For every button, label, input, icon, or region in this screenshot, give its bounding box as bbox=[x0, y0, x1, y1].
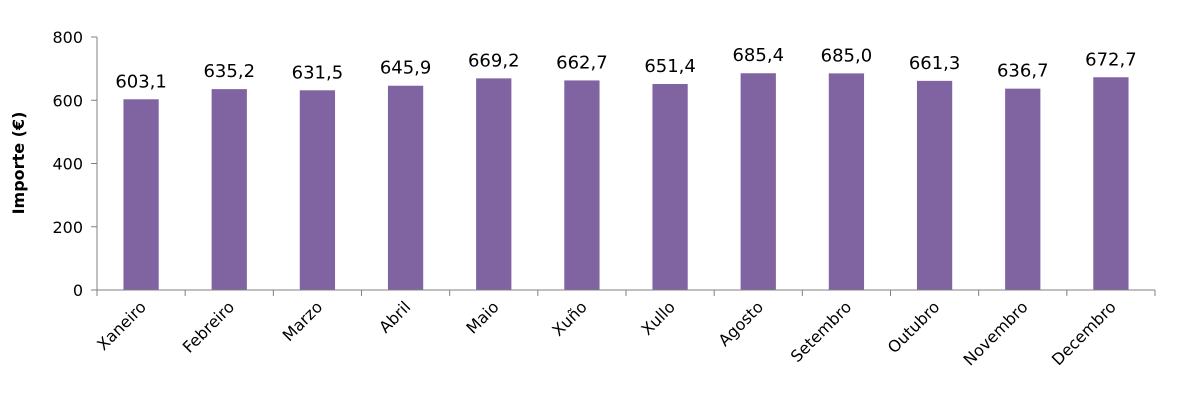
bar bbox=[123, 99, 159, 290]
x-tick-label: Xuño bbox=[548, 297, 590, 339]
x-tick-label: Xaneiro bbox=[93, 297, 150, 354]
data-label: 635,2 bbox=[203, 61, 255, 82]
x-tick-label: Setembro bbox=[787, 297, 856, 366]
data-label: 672,7 bbox=[1085, 49, 1137, 70]
bar bbox=[387, 85, 424, 290]
bar bbox=[299, 90, 336, 291]
bar bbox=[564, 80, 600, 290]
x-tick-label: Febreiro bbox=[179, 297, 238, 356]
x-axis: Xaneiro Febreiro Marzo Abril Maio Xuño Xullo Ag… bbox=[93, 290, 1156, 369]
data-label: 669,2 bbox=[468, 50, 520, 71]
data-label: 631,5 bbox=[292, 62, 344, 83]
y-tick-label: 0 bbox=[73, 281, 83, 300]
y-tick-label: 600 bbox=[52, 91, 83, 110]
data-label: 661,3 bbox=[909, 53, 961, 74]
data-labels: 603,1 635,2 631,5 645,9 669,2 662,7 651,4 685,4… bbox=[115, 45, 1136, 92]
data-label: 662,7 bbox=[556, 52, 608, 73]
x-tick-label: Novembro bbox=[960, 297, 1032, 369]
bar bbox=[740, 73, 776, 290]
bar bbox=[1005, 88, 1041, 291]
bar bbox=[211, 89, 247, 290]
y-axis: 0 200 400 600 800 bbox=[52, 28, 97, 300]
bar bbox=[652, 83, 688, 290]
data-label: 685,0 bbox=[821, 45, 873, 66]
data-label: 685,4 bbox=[732, 45, 784, 66]
x-tick-label: Marzo bbox=[279, 297, 327, 345]
bar bbox=[476, 78, 512, 290]
x-tick-label: Decembro bbox=[1048, 297, 1120, 369]
data-label: 636,7 bbox=[997, 61, 1049, 82]
x-tick-label: Abril bbox=[375, 297, 414, 336]
data-label: 645,9 bbox=[380, 58, 432, 79]
x-tick-label: Maio bbox=[462, 297, 502, 337]
y-tick-label: 800 bbox=[52, 28, 83, 47]
bar bbox=[1093, 77, 1129, 290]
y-tick-label: 400 bbox=[52, 155, 83, 174]
bar bbox=[916, 80, 953, 290]
x-tick-label: Outubro bbox=[884, 297, 944, 357]
x-tick-label: Xullo bbox=[637, 297, 679, 339]
data-label: 651,4 bbox=[644, 56, 696, 77]
y-tick-label: 200 bbox=[52, 218, 83, 237]
bar-series bbox=[123, 73, 1129, 291]
x-tick-label: Agosto bbox=[715, 297, 768, 350]
data-label: 603,1 bbox=[115, 71, 167, 92]
y-axis-title: Importe (€) bbox=[9, 112, 28, 215]
bar bbox=[828, 73, 865, 291]
